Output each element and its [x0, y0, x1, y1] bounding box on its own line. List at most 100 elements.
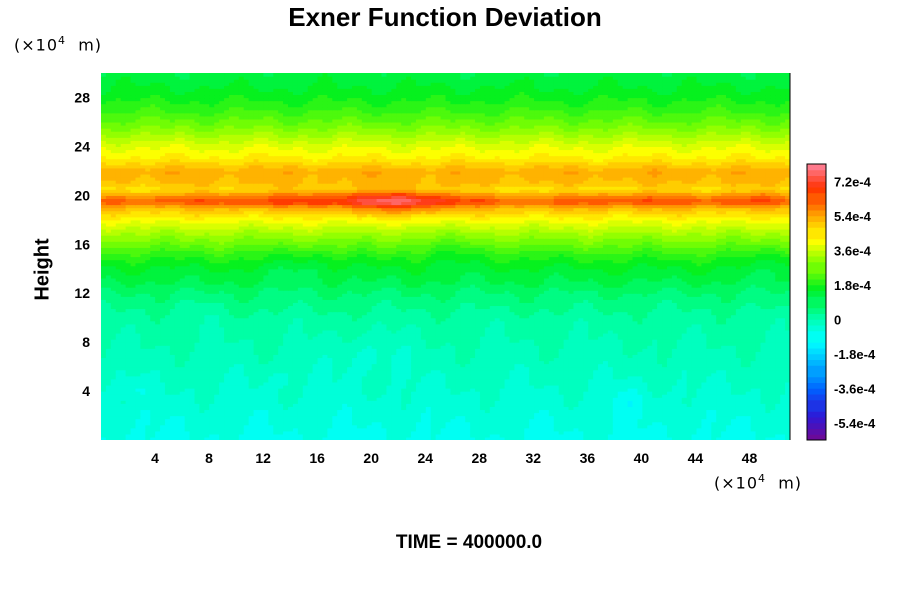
heatmap-cell — [312, 427, 319, 432]
heatmap-cell — [637, 427, 643, 432]
heatmap-cell — [420, 369, 427, 374]
heatmap-cell — [361, 378, 368, 383]
heatmap-cell — [760, 397, 766, 401]
heatmap-cell — [534, 418, 540, 423]
heatmap-cell — [499, 418, 506, 423]
heatmap-cell — [524, 427, 530, 432]
heatmap-cell — [115, 354, 122, 359]
heatmap-cell — [578, 336, 584, 340]
heatmap-cell — [676, 345, 683, 349]
heatmap-cell — [371, 388, 378, 392]
heatmap-cell — [292, 339, 299, 343]
heatmap-cell — [484, 363, 491, 368]
heatmap-cell — [292, 372, 299, 377]
heatmap-cell — [101, 384, 107, 389]
heatmap-cell — [637, 360, 643, 365]
heatmap-cell — [475, 342, 481, 346]
heatmap-cell — [721, 415, 727, 420]
heatmap-cell — [253, 332, 260, 337]
heatmap-cell — [406, 421, 412, 426]
heatmap-cell — [140, 391, 146, 395]
heatmap-cell — [135, 375, 141, 380]
heatmap-cell — [219, 329, 225, 334]
heatmap-cell — [120, 397, 127, 401]
heatmap-cell — [617, 357, 624, 362]
heatmap-cell — [484, 378, 491, 383]
heatmap-cell — [745, 345, 752, 349]
heatmap-cell — [440, 400, 447, 404]
heatmap-cell — [120, 384, 127, 389]
heatmap-cell — [519, 366, 525, 371]
heatmap-cell — [745, 388, 752, 392]
heatmap-cell — [730, 357, 737, 362]
heatmap-cell — [199, 372, 205, 377]
heatmap-cell — [440, 348, 447, 352]
heatmap-cell — [509, 378, 515, 383]
heatmap-cell — [573, 381, 579, 386]
heatmap-cell — [721, 332, 727, 337]
heatmap-cell — [155, 384, 161, 389]
heatmap-cell — [164, 329, 171, 334]
heatmap-cell — [145, 381, 151, 386]
heatmap-cell — [391, 397, 397, 401]
heatmap-cell — [543, 339, 550, 343]
heatmap-cell — [386, 342, 392, 346]
heatmap-cell — [297, 406, 304, 411]
heatmap-cell — [420, 391, 427, 395]
heatmap-cell — [120, 372, 127, 377]
heatmap-cell — [371, 436, 378, 440]
heatmap-cell — [160, 342, 166, 346]
heatmap-cell — [160, 354, 166, 359]
heatmap-cell — [617, 412, 624, 417]
heatmap-cell — [430, 415, 437, 420]
heatmap-cell — [519, 421, 525, 426]
heatmap-cell — [534, 397, 540, 401]
heatmap-cell — [519, 345, 525, 349]
heatmap-cell — [366, 394, 373, 398]
heatmap-cell — [115, 332, 122, 337]
heatmap-cell — [209, 351, 215, 355]
heatmap-cell — [721, 403, 727, 407]
heatmap-cell — [534, 384, 540, 389]
heatmap-cell — [740, 430, 747, 435]
heatmap-cell — [760, 332, 766, 337]
heatmap-cell — [194, 384, 201, 389]
heatmap-cell — [750, 400, 757, 404]
heatmap-cell — [204, 394, 210, 398]
heatmap-cell — [440, 391, 447, 395]
heatmap-cell — [263, 354, 269, 359]
heatmap-cell — [386, 418, 392, 423]
heatmap-cell — [228, 409, 235, 414]
heatmap-cell — [760, 336, 766, 340]
heatmap-cell — [578, 357, 584, 362]
heatmap-cell — [322, 397, 328, 401]
heatmap-cell — [411, 329, 417, 334]
heatmap-cell — [657, 433, 663, 438]
heatmap-cell — [337, 329, 343, 334]
heatmap-cell — [617, 421, 624, 426]
heatmap-cell — [214, 421, 220, 426]
heatmap-cell — [411, 397, 417, 401]
heatmap-cell — [145, 348, 151, 352]
heatmap-cell — [228, 360, 235, 365]
heatmap-cell — [327, 409, 333, 414]
heatmap-cell — [504, 403, 511, 407]
heatmap-cell — [233, 342, 240, 346]
heatmap-cell — [381, 329, 388, 334]
heatmap-cell — [622, 388, 629, 392]
heatmap-cell — [401, 430, 407, 435]
heatmap-cell — [381, 421, 388, 426]
heatmap-cell — [548, 409, 555, 414]
heatmap-cell — [740, 424, 747, 429]
heatmap-cell — [288, 418, 294, 423]
heatmap-cell — [199, 366, 205, 371]
heatmap-cell — [406, 339, 412, 343]
heatmap-cell — [238, 424, 245, 429]
heatmap-cell — [420, 397, 427, 401]
heatmap-cell — [391, 329, 397, 334]
heatmap-cell — [514, 427, 520, 432]
heatmap-cell — [745, 357, 752, 362]
heatmap-cell — [543, 436, 550, 440]
heatmap-cell — [219, 412, 225, 417]
heatmap-cell — [288, 394, 294, 398]
